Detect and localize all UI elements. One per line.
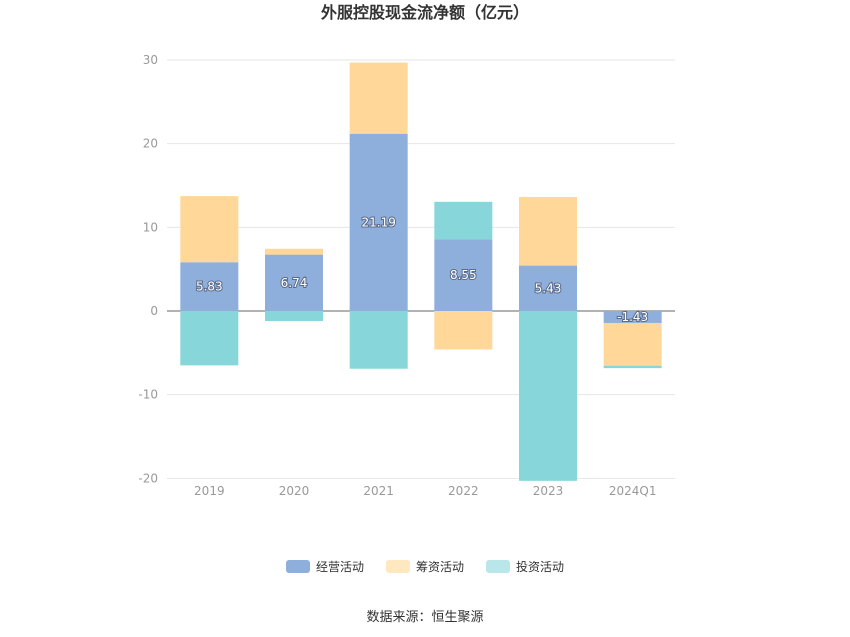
bar-operating [349, 133, 408, 311]
legend-swatch-operating [285, 560, 310, 573]
x-tick-label: 2021 [363, 484, 394, 498]
bar-investing [434, 201, 493, 240]
data-label: 5.83 [196, 280, 223, 294]
y-tick-label: 10 [143, 220, 158, 234]
x-tick-label: 2019 [194, 484, 225, 498]
bar-investing [349, 311, 408, 369]
source-note: 数据来源：恒生聚源 [366, 610, 484, 625]
legend-item-financing[interactable]: 筹资活动 [385, 558, 464, 575]
bar-operating [434, 239, 493, 311]
x-tick-label: 2020 [279, 484, 310, 498]
data-label: 21.19 [361, 215, 395, 229]
bar-investing [180, 311, 239, 366]
bar-financing [265, 248, 323, 255]
y-tick-label: -10 [138, 388, 158, 402]
bar-financing [434, 311, 493, 350]
legend-item-operating[interactable]: 经营活动 [285, 558, 364, 575]
y-tick-label: 30 [143, 53, 158, 67]
bar-financing [519, 196, 577, 266]
bar-operating [265, 254, 323, 311]
legend-swatch-financing [385, 560, 410, 573]
legend-label-financing: 筹资活动 [415, 560, 464, 574]
x-tick-label: 2023 [533, 484, 564, 498]
y-tick-label: -20 [138, 471, 158, 485]
chart-title: 外服控股现金流净额（亿元） [320, 3, 529, 22]
data-label: 5.43 [535, 281, 562, 295]
data-label: 8.55 [450, 268, 477, 282]
bar-investing [519, 311, 577, 481]
legend-item-investing[interactable]: 投资活动 [486, 558, 564, 575]
bar-investing [265, 311, 323, 322]
bar-financing [349, 62, 408, 134]
y-tick-label: 0 [150, 304, 158, 318]
y-tick-label: 20 [143, 137, 158, 151]
x-tick-label: 2022 [448, 484, 479, 498]
bar-financing [603, 322, 662, 366]
legend-label-investing: 投资活动 [516, 560, 565, 574]
bar-operating [603, 311, 662, 323]
bar-financing [180, 196, 239, 263]
legend-swatch-investing [486, 560, 510, 573]
data-label: 6.74 [281, 276, 308, 290]
legend-label-operating: 经营活动 [315, 560, 364, 574]
chart-plot: 30 20 10 0 -10 -20 2019 2020 2021 2022 2023 2024Q1 5… [138, 53, 675, 498]
bar-operating [519, 265, 577, 311]
bar-operating [180, 262, 239, 311]
bar-investing [603, 365, 662, 369]
data-label: -1.43 [617, 310, 648, 324]
legend: 经营活动 筹资活动 投资活动 [0, 558, 850, 575]
x-tick-label: 2024Q1 [609, 484, 657, 498]
